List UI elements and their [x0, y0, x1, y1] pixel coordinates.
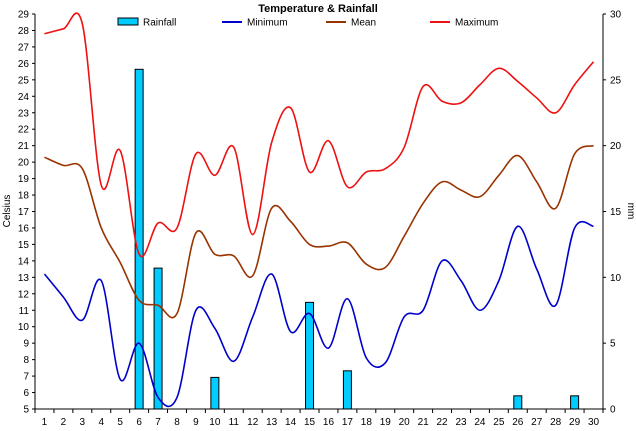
y-right-tick-label: 30 [610, 10, 622, 21]
legend-swatch-rainfall [117, 17, 139, 26]
x-tick-label: 3 [80, 417, 86, 428]
x-tick-label: 17 [342, 417, 354, 428]
x-tick-label: 4 [98, 417, 104, 428]
y-left-tick-label: 22 [18, 125, 30, 136]
rainfall-bar [210, 376, 220, 410]
y-right-tick-label: 0 [610, 405, 616, 416]
x-tick-label: 9 [193, 417, 199, 428]
x-tick-label: 25 [493, 417, 505, 428]
y-left-tick-label: 14 [18, 256, 30, 267]
rainfall-bars [134, 68, 580, 410]
x-tick-label: 20 [399, 417, 411, 428]
x-tick-label: 5 [117, 417, 123, 428]
y-left-tick-label: 8 [23, 355, 29, 366]
y-axis-right-label: mm [625, 203, 636, 220]
chart-title: Temperature & Rainfall [258, 3, 378, 15]
legend-label-mean: Mean [351, 18, 376, 29]
y-left-tick-label: 28 [18, 26, 30, 37]
x-tick-label: 10 [209, 417, 221, 428]
plot-area [35, 14, 603, 409]
y-right-tick-label: 15 [610, 207, 622, 218]
rainfall-bar [153, 267, 163, 410]
axes: 5678910111213141516171819202122232425262… [18, 10, 622, 429]
rainfall-bar [134, 68, 144, 410]
x-tick-label: 27 [531, 417, 543, 428]
y-left-tick-label: 27 [18, 42, 30, 53]
y-left-tick-label: 21 [18, 141, 30, 152]
y-left-tick-label: 16 [18, 223, 30, 234]
y-left-tick-label: 25 [18, 75, 30, 86]
x-tick-label: 11 [229, 417, 240, 428]
x-tick-label: 23 [455, 417, 467, 428]
x-tick-label: 2 [61, 417, 67, 428]
x-tick-label: 22 [437, 417, 449, 428]
temperature-lines [43, 12, 595, 408]
x-tick-label: 15 [304, 417, 316, 428]
y-left-tick-label: 11 [19, 306, 30, 317]
y-left-tick-label: 24 [18, 92, 30, 103]
plot-background [35, 14, 603, 409]
y-left-tick-label: 20 [18, 158, 30, 169]
x-tick-label: 24 [474, 417, 486, 428]
y-left-tick-label: 26 [18, 59, 30, 70]
series-line-maximum [44, 12, 595, 258]
x-tick-label: 6 [136, 417, 142, 428]
x-tick-label: 18 [361, 417, 373, 428]
legend-label-rainfall: Rainfall [143, 18, 176, 29]
legend: Rainfall Minimum Mean Maximum [117, 17, 498, 29]
x-tick-label: 7 [155, 417, 161, 428]
y-left-tick-label: 13 [18, 273, 30, 284]
y-axis-left-label: Celsius [2, 195, 13, 228]
x-tick-label: 30 [588, 417, 600, 428]
y-left-tick-label: 12 [18, 289, 30, 300]
y-right-tick-label: 10 [610, 273, 622, 284]
rainfall-bar [570, 395, 580, 410]
y-left-tick-label: 15 [18, 240, 30, 251]
rainfall-bar [513, 395, 523, 410]
x-tick-label: 1 [42, 417, 48, 428]
series-line-mean [44, 144, 594, 319]
x-tick-label: 14 [285, 417, 297, 428]
y-right-tick-label: 25 [610, 75, 622, 86]
y-left-tick-label: 23 [18, 108, 30, 119]
y-right-tick-label: 5 [610, 339, 616, 350]
y-left-tick-label: 5 [23, 405, 29, 416]
x-tick-label: 12 [247, 417, 259, 428]
x-tick-label: 8 [174, 417, 180, 428]
x-tick-label: 28 [550, 417, 562, 428]
y-left-tick-label: 19 [18, 174, 30, 185]
y-left-tick-label: 10 [18, 322, 30, 333]
x-tick-label: 19 [380, 417, 392, 428]
x-tick-label: 21 [418, 417, 430, 428]
y-left-tick-label: 9 [23, 339, 29, 350]
series-line-minimum [43, 220, 594, 408]
y-left-tick-label: 29 [18, 10, 30, 21]
x-tick-label: 16 [323, 417, 335, 428]
rainfall-bar [342, 370, 352, 410]
x-tick-label: 13 [266, 417, 278, 428]
legend-label-minimum: Minimum [247, 18, 288, 29]
y-left-tick-label: 6 [23, 388, 29, 399]
x-tick-label: 26 [512, 417, 524, 428]
x-tick-label: 29 [569, 417, 581, 428]
legend-label-maximum: Maximum [455, 18, 498, 29]
y-left-tick-label: 18 [18, 191, 30, 202]
y-left-tick-label: 7 [23, 372, 29, 383]
y-right-tick-label: 20 [610, 141, 622, 152]
y-left-tick-label: 17 [18, 207, 30, 218]
